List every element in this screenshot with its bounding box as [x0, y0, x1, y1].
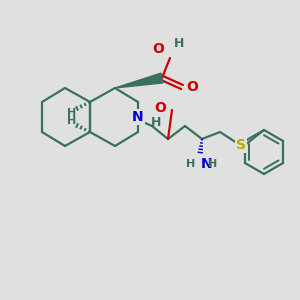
- Text: H: H: [68, 116, 76, 126]
- Text: O: O: [152, 42, 164, 56]
- Polygon shape: [115, 73, 163, 88]
- Text: H: H: [186, 159, 196, 169]
- Text: H: H: [151, 116, 161, 129]
- Text: S: S: [236, 138, 246, 152]
- Text: O: O: [186, 80, 198, 94]
- Text: O: O: [154, 101, 166, 115]
- Text: H: H: [208, 159, 217, 169]
- Text: H: H: [68, 108, 76, 118]
- Text: N: N: [132, 110, 144, 124]
- Text: H: H: [174, 37, 184, 50]
- Text: N: N: [201, 157, 213, 171]
